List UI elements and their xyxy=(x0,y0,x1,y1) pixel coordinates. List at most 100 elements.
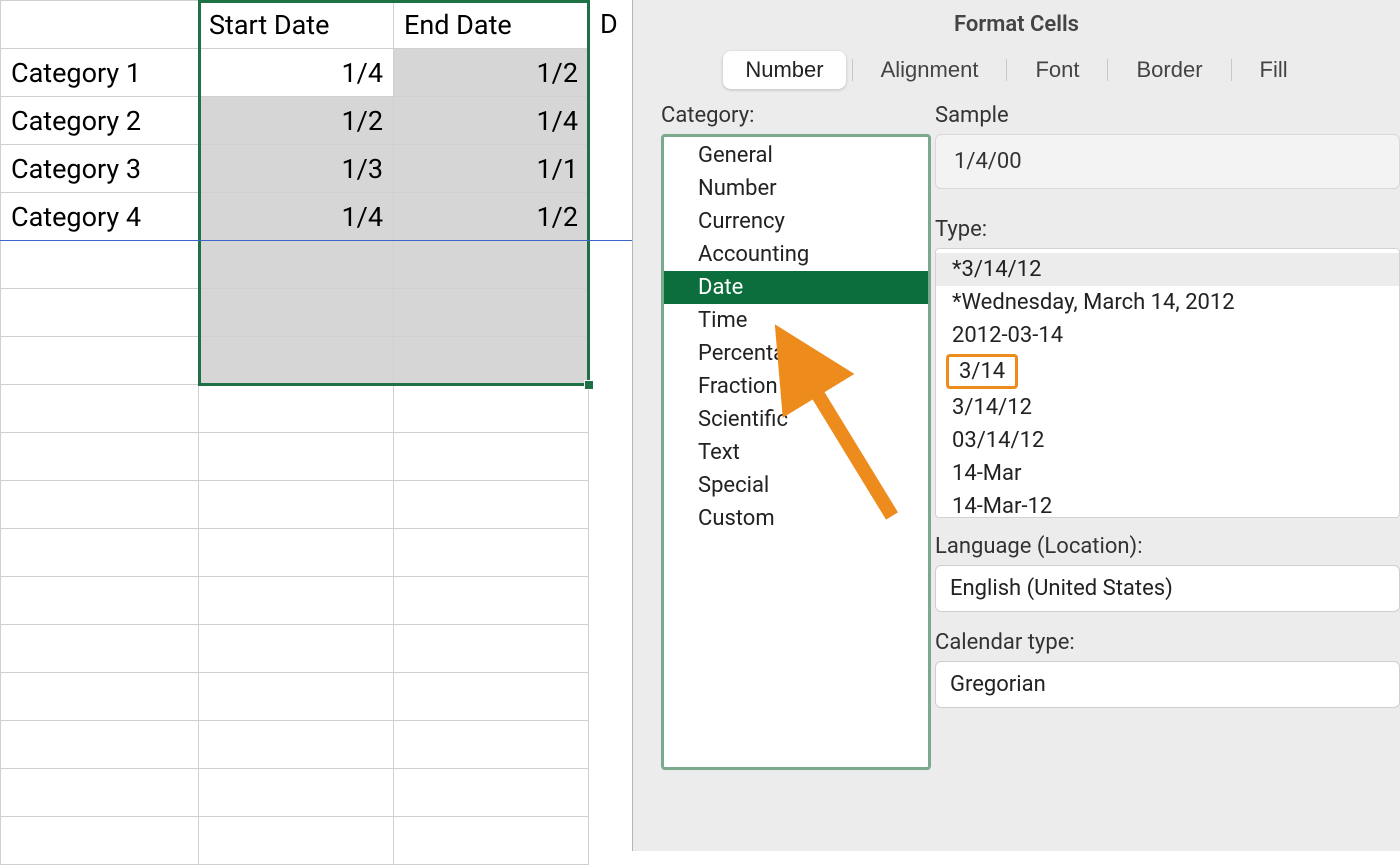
cell-empty[interactable] xyxy=(394,721,589,769)
type-item[interactable]: *3/14/12 xyxy=(936,253,1399,286)
category-number[interactable]: Number xyxy=(664,172,928,205)
table-row xyxy=(1,673,589,721)
header-end-date[interactable]: End Date xyxy=(394,1,589,49)
right-column: Sample 1/4/00 Type: *3/14/12 *Wednesday,… xyxy=(931,103,1400,770)
tab-font[interactable]: Font xyxy=(1013,51,1101,89)
category-percentage[interactable]: Percentage xyxy=(664,337,928,370)
type-item[interactable]: 2012-03-14 xyxy=(936,319,1399,352)
cell-empty[interactable] xyxy=(1,529,199,577)
header-start-date[interactable]: Start Date xyxy=(199,1,394,49)
cell-empty[interactable] xyxy=(1,817,199,865)
cell-empty[interactable] xyxy=(1,673,199,721)
cell-end[interactable]: 1/4 xyxy=(394,97,589,145)
type-item[interactable]: 3/14/12 xyxy=(936,391,1399,424)
cell-empty[interactable] xyxy=(199,577,394,625)
table-row xyxy=(1,529,589,577)
cell-empty[interactable] xyxy=(199,721,394,769)
sample-label: Sample xyxy=(935,103,1400,128)
cell-empty[interactable] xyxy=(394,769,589,817)
tab-alignment[interactable]: Alignment xyxy=(859,51,1001,89)
cell-empty[interactable] xyxy=(199,337,394,385)
cell-empty[interactable] xyxy=(394,241,589,289)
cell-empty[interactable] xyxy=(199,673,394,721)
cell-empty[interactable] xyxy=(199,625,394,673)
cell-empty[interactable] xyxy=(1,577,199,625)
cell-empty[interactable] xyxy=(394,385,589,433)
cell-empty[interactable] xyxy=(199,241,394,289)
cell-empty[interactable] xyxy=(199,769,394,817)
cell-start[interactable]: 1/4 xyxy=(199,193,394,241)
row-label[interactable]: Category 2 xyxy=(1,97,199,145)
row-label[interactable]: Category 3 xyxy=(1,145,199,193)
cell-empty[interactable] xyxy=(1,481,199,529)
cell-empty[interactable] xyxy=(394,577,589,625)
row-label[interactable]: Category 1 xyxy=(1,49,199,97)
cell-empty[interactable] xyxy=(394,289,589,337)
tab-fill[interactable]: Fill xyxy=(1238,51,1310,89)
cell-end[interactable]: 1/2 xyxy=(394,49,589,97)
category-special[interactable]: Special xyxy=(664,469,928,502)
category-custom[interactable]: Custom xyxy=(664,502,928,535)
type-list[interactable]: *3/14/12 *Wednesday, March 14, 2012 2012… xyxy=(935,248,1400,518)
cell-empty[interactable] xyxy=(199,481,394,529)
category-fraction[interactable]: Fraction xyxy=(664,370,928,403)
category-currency[interactable]: Currency xyxy=(664,205,928,238)
calendar-dropdown[interactable]: Gregorian xyxy=(935,661,1400,708)
cell-empty[interactable] xyxy=(394,625,589,673)
type-item[interactable]: 03/14/12 xyxy=(936,424,1399,457)
cell-empty[interactable] xyxy=(1,625,199,673)
language-label: Language (Location): xyxy=(935,534,1400,559)
cell-empty[interactable] xyxy=(394,529,589,577)
cell-empty[interactable] xyxy=(394,481,589,529)
header-empty[interactable] xyxy=(1,1,199,49)
cell-empty[interactable] xyxy=(1,769,199,817)
table-row: Category 3 1/3 1/1 xyxy=(1,145,589,193)
tab-border[interactable]: Border xyxy=(1114,51,1224,89)
cell-empty[interactable] xyxy=(1,289,199,337)
table-row xyxy=(1,337,589,385)
cell-empty[interactable] xyxy=(394,817,589,865)
cell-end[interactable]: 1/2 xyxy=(394,193,589,241)
cell-start[interactable]: 1/4 xyxy=(199,49,394,97)
cell-empty[interactable] xyxy=(394,673,589,721)
cell-start[interactable]: 1/3 xyxy=(199,145,394,193)
row-label[interactable]: Category 4 xyxy=(1,193,199,241)
cell-empty[interactable] xyxy=(199,433,394,481)
type-item-highlighted[interactable]: 3/14 xyxy=(946,354,1018,389)
category-column: Category: General Number Currency Accoun… xyxy=(661,103,931,770)
cell-empty[interactable] xyxy=(199,289,394,337)
table-row: Category 4 1/4 1/2 xyxy=(1,193,589,241)
tab-segment: Number Alignment Font Border Fill xyxy=(723,51,1309,89)
cell-empty[interactable] xyxy=(1,241,199,289)
format-cells-dialog: Format Cells Number Alignment Font Borde… xyxy=(632,0,1400,851)
cell-empty[interactable] xyxy=(1,433,199,481)
cell-empty[interactable] xyxy=(1,337,199,385)
category-general[interactable]: General xyxy=(664,139,928,172)
type-item[interactable]: *Wednesday, March 14, 2012 xyxy=(936,286,1399,319)
calendar-label: Calendar type: xyxy=(935,630,1400,655)
cell-empty[interactable] xyxy=(199,817,394,865)
cell-empty[interactable] xyxy=(199,529,394,577)
tab-number[interactable]: Number xyxy=(723,51,845,89)
language-dropdown[interactable]: English (United States) xyxy=(935,565,1400,612)
category-accounting[interactable]: Accounting xyxy=(664,238,928,271)
cell-empty[interactable] xyxy=(394,337,589,385)
category-time[interactable]: Time xyxy=(664,304,928,337)
category-text[interactable]: Text xyxy=(664,436,928,469)
category-scientific[interactable]: Scientific xyxy=(664,403,928,436)
grid-table: Start Date End Date Category 1 1/4 1/2 C… xyxy=(0,0,589,865)
category-list[interactable]: General Number Currency Accounting Date … xyxy=(661,134,931,770)
table-row: Category 2 1/2 1/4 xyxy=(1,97,589,145)
cell-empty[interactable] xyxy=(199,385,394,433)
type-label: Type: xyxy=(935,217,1400,242)
type-item[interactable]: 14-Mar xyxy=(936,457,1399,490)
table-row xyxy=(1,721,589,769)
category-label: Category: xyxy=(661,103,931,128)
category-date[interactable]: Date xyxy=(664,271,928,304)
cell-empty[interactable] xyxy=(1,721,199,769)
cell-start[interactable]: 1/2 xyxy=(199,97,394,145)
cell-end[interactable]: 1/1 xyxy=(394,145,589,193)
type-item[interactable]: 14-Mar-12 xyxy=(936,490,1399,518)
cell-empty[interactable] xyxy=(394,433,589,481)
cell-empty[interactable] xyxy=(1,385,199,433)
